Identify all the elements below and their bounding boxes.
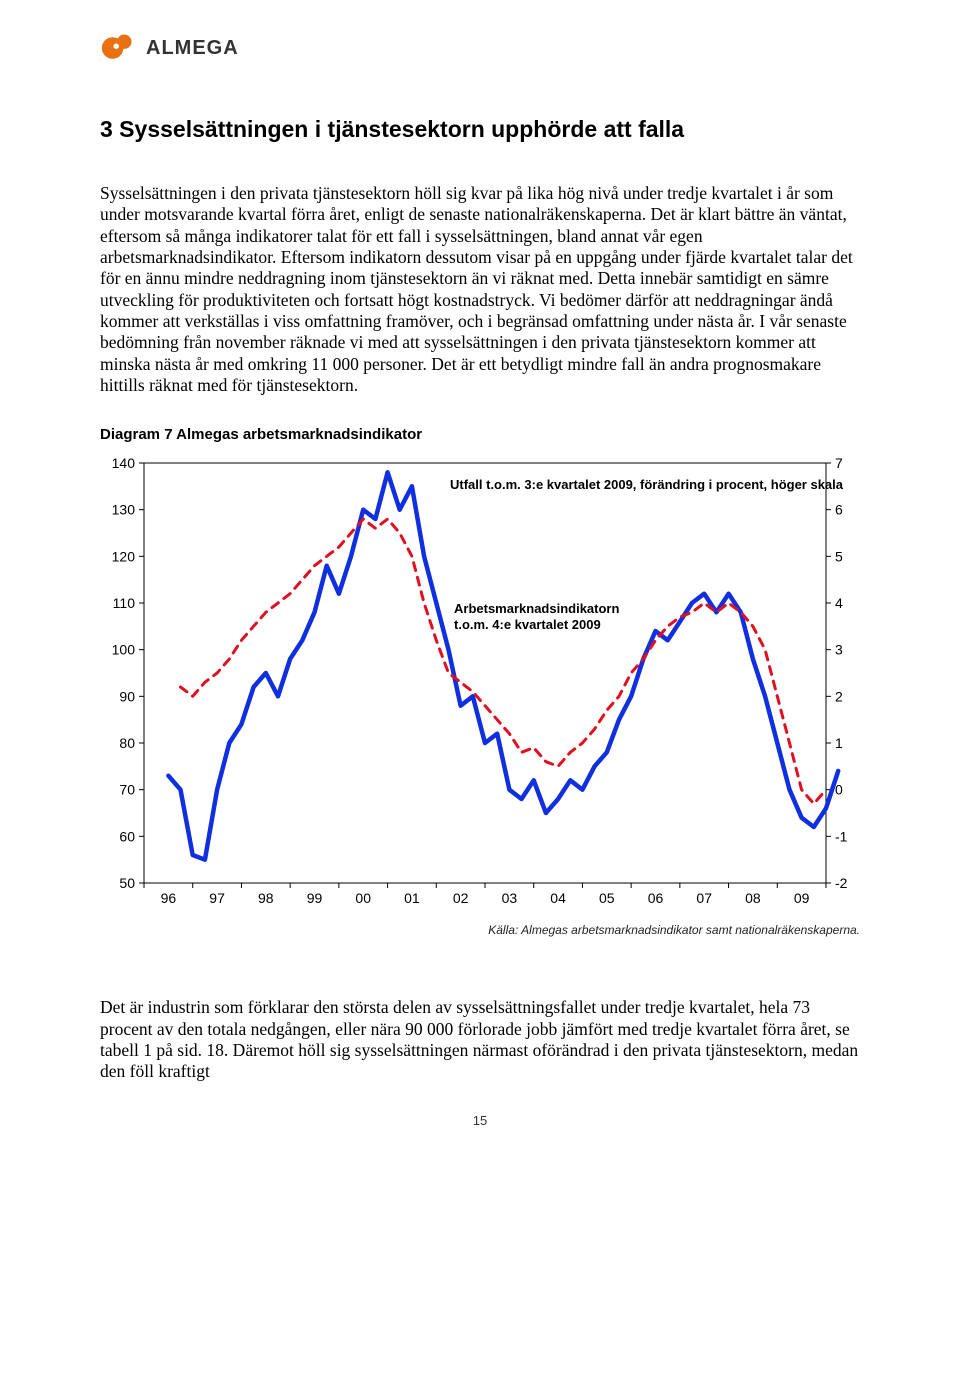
svg-text:97: 97 — [209, 890, 225, 906]
svg-text:2: 2 — [835, 689, 843, 705]
svg-text:6: 6 — [835, 502, 843, 518]
svg-text:99: 99 — [307, 890, 323, 906]
svg-text:-1: -1 — [835, 829, 848, 845]
section-heading: 3 Sysselsättningen i tjänstesektorn upph… — [100, 116, 860, 143]
svg-text:70: 70 — [119, 782, 135, 798]
svg-text:Utfall t.o.m. 3:e kvartalet 20: Utfall t.o.m. 3:e kvartalet 2009, föränd… — [450, 477, 844, 492]
svg-text:100: 100 — [112, 642, 136, 658]
svg-text:140: 140 — [112, 455, 136, 471]
svg-text:03: 03 — [502, 890, 518, 906]
svg-text:3: 3 — [835, 642, 843, 658]
svg-text:09: 09 — [794, 890, 810, 906]
svg-text:-2: -2 — [835, 875, 848, 891]
svg-text:07: 07 — [696, 890, 712, 906]
svg-text:Arbetsmarknadsindikatorn: Arbetsmarknadsindikatorn — [454, 601, 619, 616]
chart-title: Diagram 7 Almegas arbetsmarknadsindikato… — [100, 426, 860, 443]
logo-text: ALMEGA — [146, 37, 239, 60]
svg-text:4: 4 — [835, 595, 843, 611]
svg-text:05: 05 — [599, 890, 615, 906]
page-number: 15 — [100, 1113, 860, 1128]
chart-source: Källa: Almegas arbetsmarknadsindikator s… — [100, 923, 860, 937]
svg-text:60: 60 — [119, 829, 135, 845]
svg-text:7: 7 — [835, 455, 843, 471]
svg-text:80: 80 — [119, 735, 135, 751]
svg-text:06: 06 — [648, 890, 664, 906]
svg-text:00: 00 — [355, 890, 371, 906]
almega-logo-icon — [100, 30, 136, 66]
svg-text:98: 98 — [258, 890, 274, 906]
svg-text:02: 02 — [453, 890, 469, 906]
chart-container: 5060708090100110120130140-2-101234567969… — [100, 453, 860, 913]
svg-text:08: 08 — [745, 890, 761, 906]
svg-text:5: 5 — [835, 549, 843, 565]
svg-text:04: 04 — [550, 890, 566, 906]
svg-text:50: 50 — [119, 875, 135, 891]
paragraph-1: Sysselsättningen i den privata tjänstese… — [100, 183, 860, 396]
paragraph-2: Det är industrin som förklarar den störs… — [100, 997, 860, 1082]
svg-text:120: 120 — [112, 549, 136, 565]
page: ALMEGA 3 Sysselsättningen i tjänstesekto… — [0, 0, 960, 1168]
svg-text:130: 130 — [112, 502, 136, 518]
svg-text:t.o.m. 4:e kvartalet 2009: t.o.m. 4:e kvartalet 2009 — [454, 617, 601, 632]
header-logo: ALMEGA — [100, 30, 860, 66]
chart-svg: 5060708090100110120130140-2-101234567969… — [100, 453, 860, 913]
svg-text:96: 96 — [161, 890, 177, 906]
svg-text:01: 01 — [404, 890, 420, 906]
svg-text:1: 1 — [835, 735, 843, 751]
svg-text:90: 90 — [119, 689, 135, 705]
svg-text:110: 110 — [113, 595, 136, 611]
